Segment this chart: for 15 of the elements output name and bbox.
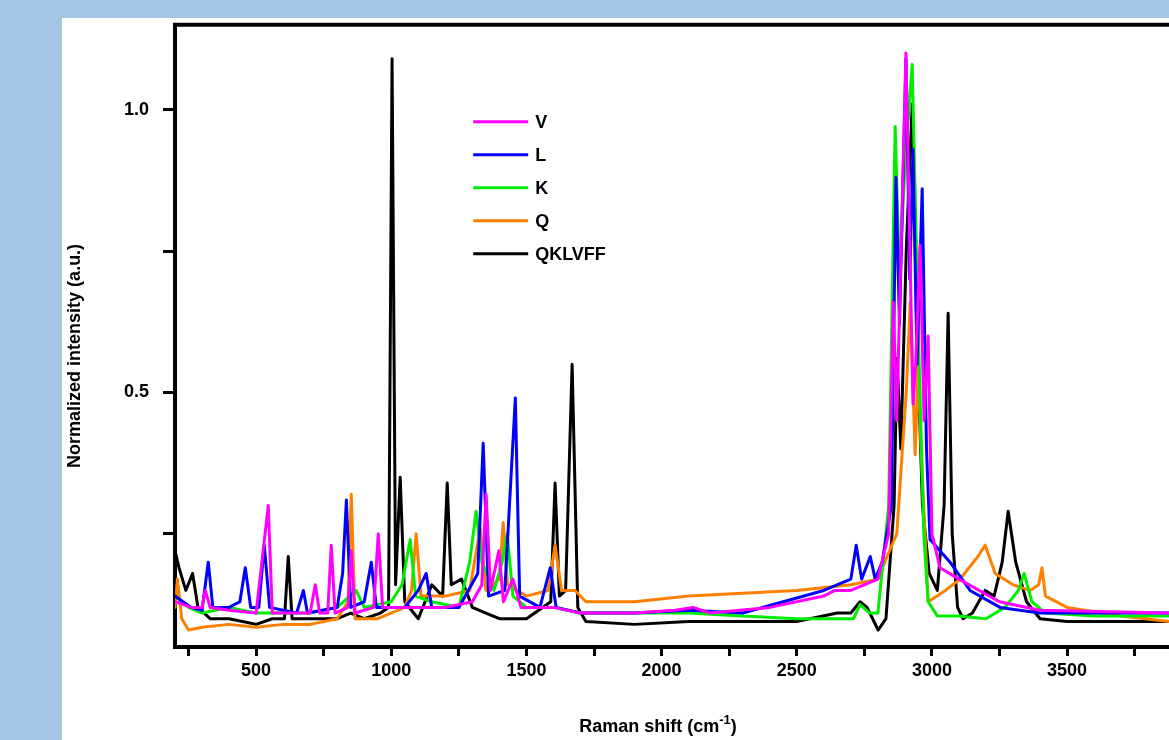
x-tick-label: 3500 xyxy=(1047,659,1088,680)
legend-label: QKLVFF xyxy=(535,243,606,264)
legend-label: L xyxy=(535,144,547,165)
legend-label: K xyxy=(535,177,549,198)
y-tick-label: 0.5 xyxy=(123,381,149,402)
x-tick-label: 1000 xyxy=(371,659,412,680)
x-tick-label: 500 xyxy=(241,659,272,680)
y-axis-title: Normalized intensity (a.u.) xyxy=(63,243,84,468)
y-tick-label: 1.0 xyxy=(123,98,149,119)
x-tick-label: 3000 xyxy=(911,659,952,680)
x-tick-label: 2000 xyxy=(641,659,682,680)
legend-label: V xyxy=(535,111,548,132)
x-tick-label: 2500 xyxy=(776,659,817,680)
x-tick-label: 1500 xyxy=(506,659,547,680)
legend-label: Q xyxy=(535,210,550,231)
